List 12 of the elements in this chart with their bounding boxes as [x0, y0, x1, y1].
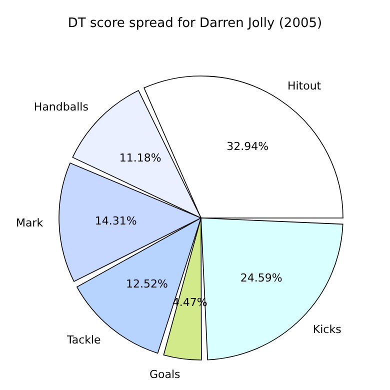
chart-title: DT score spread for Darren Jolly (2005) [66, 16, 324, 31]
slice-label: Goals [149, 368, 181, 382]
slice-label: Kicks [312, 323, 342, 336]
data-label: 32.94% [226, 140, 269, 154]
data-label: 24.59% [240, 272, 282, 285]
data-label: 12.52% [126, 277, 168, 290]
slice-label: Handballs [34, 100, 89, 114]
slice-label: Hitout [287, 79, 322, 92]
slice-label: Mark [16, 216, 44, 230]
slice-label: Tackle [66, 334, 102, 347]
data-label: 14.31% [94, 214, 137, 228]
data-label: 11.18% [119, 152, 162, 165]
